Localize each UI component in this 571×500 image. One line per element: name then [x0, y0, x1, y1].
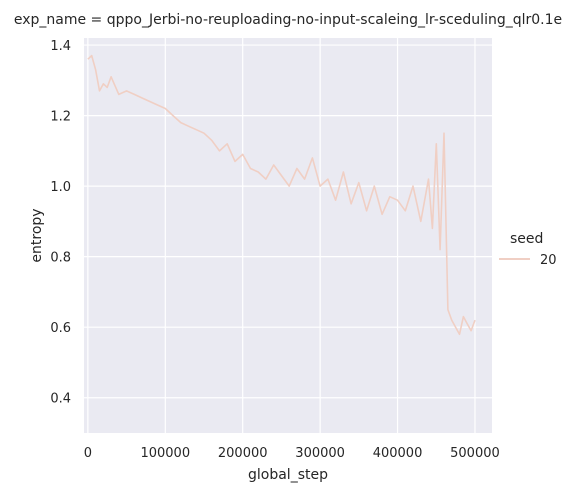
y-axis-label: entropy — [29, 208, 45, 262]
series-layer — [87, 54, 476, 336]
x-tick-labels: 0 100000 200000 300000 400000 500000 — [84, 446, 500, 461]
grid-lines — [84, 38, 492, 433]
legend: seed 20 — [499, 231, 557, 268]
legend-title: seed — [510, 231, 543, 247]
chart-title: exp_name = qppo_Jerbi-no-reuploading-no-… — [14, 12, 562, 28]
legend-label-20: 20 — [540, 253, 557, 268]
y-tick-label: 1.2 — [50, 110, 71, 125]
plot-background — [84, 38, 492, 433]
y-tick-label: 0.4 — [50, 392, 71, 407]
x-tick-label: 200000 — [218, 446, 268, 461]
y-tick-label: 1.0 — [50, 180, 71, 195]
y-tick-labels: 0.4 0.6 0.8 1.0 1.2 1.4 — [50, 39, 71, 407]
y-tick-label: 1.4 — [50, 39, 71, 54]
series-line-20 — [87, 54, 476, 336]
x-tick-label: 0 — [84, 446, 92, 461]
x-tick-label: 100000 — [140, 446, 190, 461]
x-tick-label: 400000 — [373, 446, 423, 461]
y-tick-label: 0.6 — [50, 321, 71, 336]
x-axis-label: global_step — [248, 467, 328, 483]
x-tick-label: 500000 — [450, 446, 500, 461]
y-tick-label: 0.8 — [50, 251, 71, 266]
x-tick-label: 300000 — [295, 446, 345, 461]
